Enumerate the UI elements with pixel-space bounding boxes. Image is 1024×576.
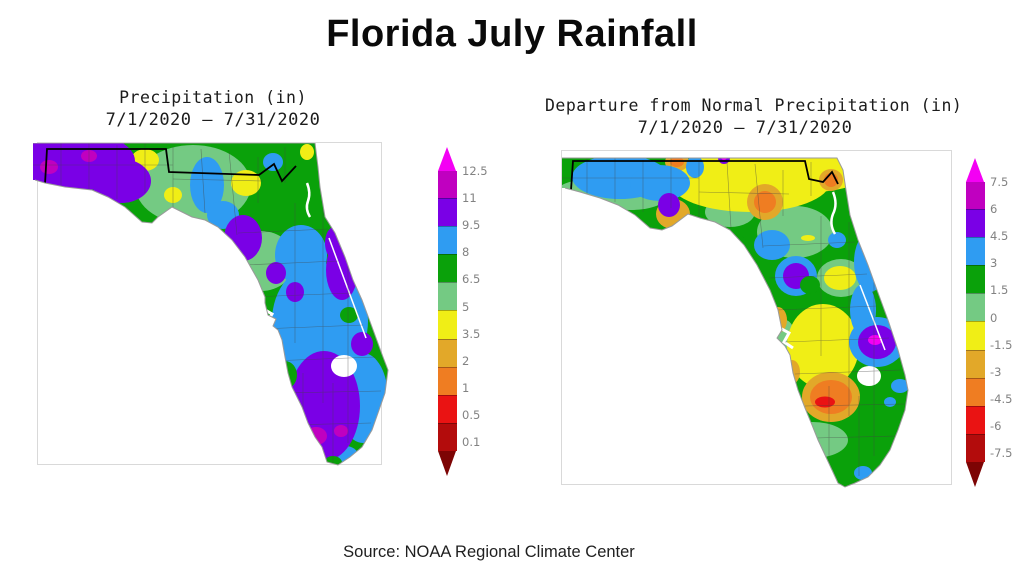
contour-blobs: [562, 158, 908, 487]
colorbar-label: 11: [462, 191, 477, 206]
colorbar-label: -7.5: [990, 446, 1013, 460]
state-border: [570, 160, 839, 191]
colorbar-label: 0.1: [462, 435, 481, 449]
colorbar-segment: [966, 405, 985, 434]
colorbar-arrow-up-icon: [438, 147, 456, 171]
colorbar-segment: [438, 366, 457, 395]
state-border: [44, 148, 297, 185]
colorbar-label: 12.5: [462, 164, 488, 178]
left-map-date-range: 7/1/2020 – 7/31/2020: [105, 110, 321, 130]
colorbar-segment: [438, 171, 457, 199]
colorbar-segment: [966, 433, 985, 462]
colorbar-label: 9.5: [462, 218, 481, 233]
contour-blobs: [33, 143, 388, 465]
colorbar-segment: [438, 422, 457, 451]
precipitation-colorbar: 12.5 11 9.5 8 6.5 5 3.5 2 1 0.5 0.1: [438, 147, 498, 476]
colorbar-label: 0: [990, 310, 998, 325]
colorbar-segment: [966, 182, 985, 210]
colorbar-segment: [438, 254, 457, 283]
colorbar-label: 3: [990, 256, 998, 271]
left-panel-title: Precipitation (in) 7/1/2020 – 7/31/2020: [33, 86, 393, 132]
colorbar-segment: [438, 338, 457, 367]
colorbar-segment: [966, 293, 985, 322]
left-map-title: Precipitation (in): [119, 88, 307, 107]
colorbar-label: -4.5: [990, 391, 1013, 406]
colorbar-segment: [966, 321, 985, 350]
source-credit: Source: NOAA Regional Climate Center: [343, 543, 635, 561]
colorbar-label: 1: [462, 380, 470, 395]
precipitation-map: [33, 143, 389, 466]
colorbar-segment: [966, 265, 985, 294]
colorbar-label: 6: [990, 202, 998, 217]
colorbar-segment: [966, 209, 985, 238]
right-map-date-range: 7/1/2020 – 7/31/2020: [637, 118, 853, 138]
colorbar-segment: [966, 377, 985, 406]
colorbar-segment: [438, 226, 457, 255]
colorbar-label: 1.5: [990, 283, 1009, 298]
departure-map: [562, 157, 909, 488]
colorbar-label: 0.5: [462, 407, 481, 422]
colorbar-segment: [438, 394, 457, 423]
colorbar-label: 8: [462, 245, 470, 260]
right-panel-title: Departure from Normal Precipitation (in)…: [545, 94, 963, 140]
colorbar-arrow-down-icon: [966, 461, 984, 487]
right-map-title: Departure from Normal Precipitation (in): [545, 96, 963, 115]
colorbar-label: -3: [990, 364, 1002, 379]
colorbar-label: 4.5: [990, 229, 1009, 244]
colorbar-segment: [438, 310, 457, 339]
county-borders: [562, 158, 906, 476]
colorbar-segment: [438, 282, 457, 311]
colorbar-arrow-down-icon: [438, 450, 456, 476]
colorbar-segment: [438, 198, 457, 227]
colorbar-label: 6.5: [462, 272, 481, 287]
colorbar-label: 2: [462, 353, 470, 368]
colorbar-label: -1.5: [990, 337, 1013, 352]
colorbar-label: -6: [990, 418, 1002, 433]
county-borders: [33, 143, 382, 463]
coastline: [562, 157, 909, 488]
colorbar-label: 3.5: [462, 326, 481, 341]
colorbar-label: 7.5: [990, 175, 1009, 189]
coastline: [33, 143, 389, 466]
right-map-frame: [561, 150, 952, 485]
colorbar-segment: [966, 349, 985, 378]
colorbar-label: 5: [462, 299, 470, 314]
colorbar-segment: [966, 237, 985, 266]
colorbar-arrow-up-icon: [966, 158, 984, 182]
departure-colorbar: 7.5 6 4.5 3 1.5 0 -1.5 -3 -4.5 -6 -7.5: [966, 158, 1024, 487]
page-title: Florida July Rainfall: [326, 13, 698, 55]
